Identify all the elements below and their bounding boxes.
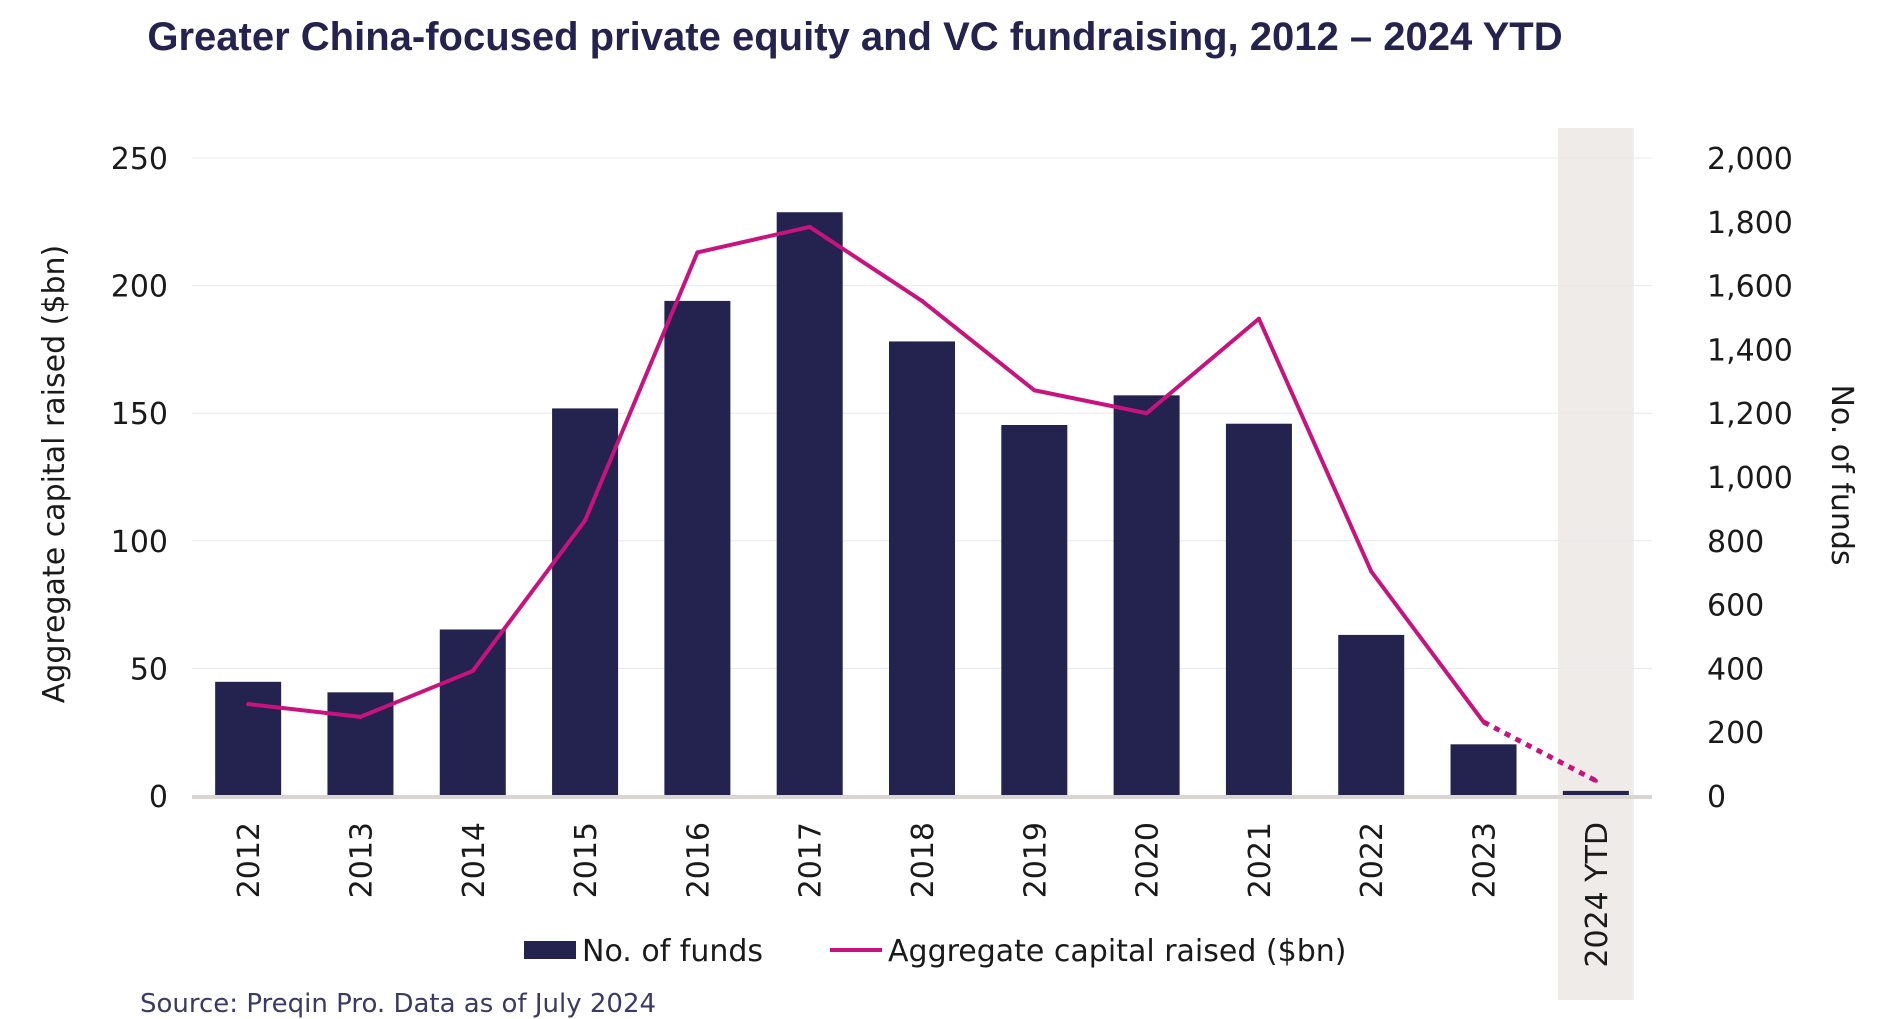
line-dotted-segment — [1482, 719, 1598, 783]
x-tick-label: 2019 — [1018, 822, 1053, 898]
line-point-2014 — [470, 668, 475, 673]
right-tick-label: 200 — [1707, 716, 1764, 751]
line-point-2023 — [1481, 719, 1486, 724]
line-point-2018 — [920, 298, 924, 303]
bar-2023 — [1450, 744, 1517, 796]
x-tick-label: 2022 — [1355, 822, 1390, 898]
x-tick-label: 2012 — [232, 822, 267, 898]
left-tick-label: 50 — [130, 652, 168, 687]
line-point-2016 — [695, 250, 700, 255]
x-axis-ticks: 2012 2013 2014 2015 2016 2017 2018 2019 2020 2021… — [232, 822, 1615, 968]
line-point-2024-ytd — [1593, 778, 1598, 783]
legend: No. of funds Aggregate capital raised ($… — [524, 934, 1346, 969]
x-tick-label: 2020 — [1131, 822, 1166, 898]
bar-2021 — [1225, 423, 1292, 796]
right-tick-label: 1,200 — [1707, 397, 1793, 432]
right-axis-label: No. of funds — [1824, 384, 1859, 565]
x-tick-label: 2015 — [569, 822, 604, 898]
x-tick-label: 2014 — [457, 822, 492, 898]
left-axis-ticks: 0 50 100 150 200 250 — [111, 142, 168, 815]
line-point-2013 — [358, 714, 363, 719]
x-tick-label: 2018 — [906, 822, 941, 898]
line-point-2019 — [1032, 388, 1037, 393]
legend-label-no-of-funds: No. of funds — [582, 934, 763, 969]
left-tick-label: 200 — [111, 270, 168, 305]
bar-2017 — [776, 212, 843, 797]
bars-no-of-funds — [215, 212, 1629, 797]
right-tick-label: 1,600 — [1707, 270, 1793, 305]
bar-2024-ytd — [1562, 790, 1629, 796]
left-tick-label: 250 — [111, 142, 168, 177]
right-tick-label: 1,000 — [1707, 461, 1793, 496]
x-tick-label: 2023 — [1468, 822, 1503, 898]
right-tick-label: 1,400 — [1707, 333, 1793, 368]
bar-2012 — [215, 681, 282, 796]
line-solid-segment — [247, 224, 1486, 724]
left-tick-label: 100 — [111, 525, 168, 560]
legend-swatch-no-of-funds — [524, 941, 576, 959]
right-tick-label: 400 — [1707, 652, 1764, 687]
bar-2016 — [664, 300, 731, 796]
right-tick-label: 0 — [1707, 780, 1726, 815]
line-point-2015 — [583, 518, 588, 523]
chart-title: Greater China-focused private equity and… — [147, 15, 1562, 59]
source-note: Source: Preqin Pro. Data as of July 2024 — [140, 989, 656, 1019]
right-tick-label: 1,800 — [1707, 206, 1793, 241]
ytd-highlight-band — [1557, 128, 1634, 1000]
line-point-2021 — [1256, 316, 1261, 321]
bar-2014 — [439, 629, 506, 796]
right-tick-label: 600 — [1707, 589, 1764, 624]
left-axis-label: Aggregate capital raised ($bn) — [37, 245, 72, 703]
line-point-2017 — [807, 224, 812, 229]
x-tick-label: 2017 — [794, 822, 829, 898]
left-tick-label: 0 — [149, 780, 168, 815]
line-point-2022 — [1369, 569, 1374, 574]
x-tick-label: 2021 — [1243, 822, 1278, 898]
right-tick-label: 2,000 — [1707, 142, 1793, 177]
bar-2018 — [889, 341, 955, 796]
bar-2020 — [1113, 395, 1180, 796]
x-tick-label: 2016 — [681, 822, 716, 898]
line-point-2012 — [246, 702, 251, 707]
left-tick-label: 150 — [111, 397, 168, 432]
bar-2022 — [1338, 634, 1405, 796]
line-aggregate-capital — [246, 224, 1598, 783]
x-tick-label: 2013 — [344, 822, 379, 898]
x-tick-label: 2024 YTD — [1580, 822, 1615, 968]
line-point-2020 — [1144, 411, 1149, 416]
bar-2019 — [1001, 425, 1068, 796]
legend-label-aggregate-capital: Aggregate capital raised ($bn) — [888, 934, 1346, 969]
right-axis-ticks: 0 200 400 600 800 1,000 1,200 1,400 1,600 1,800 2,… — [1707, 142, 1793, 815]
right-tick-label: 800 — [1707, 525, 1764, 560]
